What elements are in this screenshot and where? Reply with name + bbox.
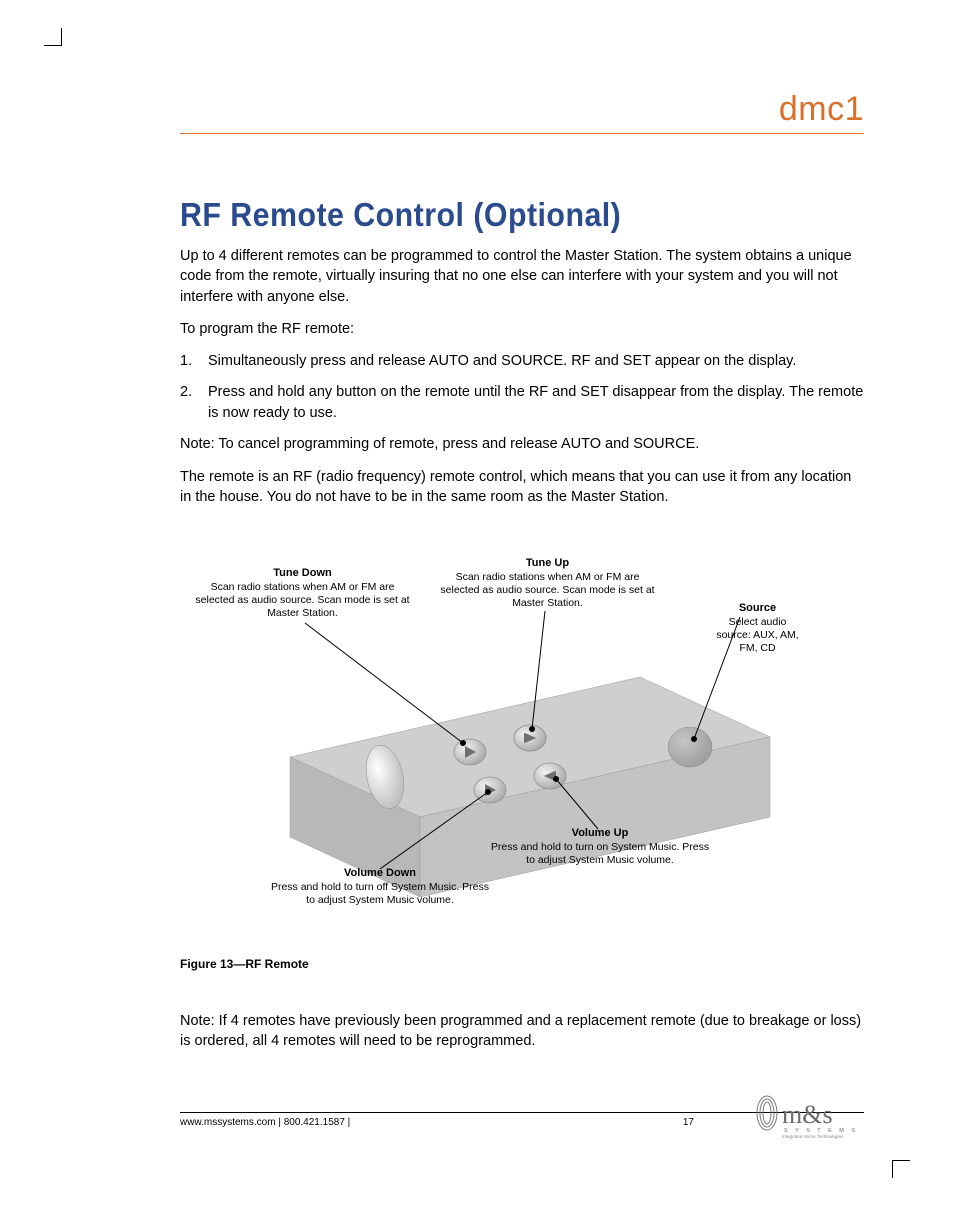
callout-source: Source Select audio source: AUX, AM, FM,… (710, 602, 805, 655)
steps-list: Simultaneously press and release AUTO an… (180, 351, 864, 424)
replace-note: Note: If 4 remotes have previously been … (180, 1011, 864, 1052)
logo-text: m&s (782, 1100, 833, 1129)
callout-volume-down: Volume Down Press and hold to turn off S… (270, 867, 490, 907)
callout-title: Tune Up (435, 557, 660, 571)
callout-title: Tune Down (190, 567, 415, 581)
step-item: Press and hold any button on the remote … (180, 382, 864, 424)
callout-body: Select audio source: AUX, AM, FM, CD (716, 616, 798, 654)
callout-tune-down: Tune Down Scan radio stations when AM or… (190, 567, 415, 620)
svg-text:Integrated Home Technologies: Integrated Home Technologies (782, 1134, 844, 1139)
callout-body: Press and hold to turn on System Music. … (491, 841, 709, 866)
callout-body: Scan radio stations when AM or FM are se… (440, 571, 654, 609)
footer-left: www.mssystems.com | 800.421.1587 | (180, 1117, 350, 1128)
crop-mark-tl (44, 28, 62, 46)
ms-systems-logo: m&s S Y S T E M S Integrated Home Techno… (754, 1095, 864, 1144)
callout-title: Source (710, 602, 805, 616)
callout-body: Scan radio stations when AM or FM are se… (195, 581, 409, 619)
callout-tune-up: Tune Up Scan radio stations when AM or F… (435, 557, 660, 610)
brand-header: dmc1 (180, 90, 864, 134)
crop-mark-br (892, 1160, 910, 1178)
callout-title: Volume Down (270, 867, 490, 881)
figure-rf-remote: Tune Down Scan radio stations when AM or… (180, 557, 864, 947)
rf-explain: The remote is an RF (radio frequency) re… (180, 467, 864, 508)
callout-body: Press and hold to turn off System Music.… (271, 881, 489, 906)
page-number: 17 (683, 1117, 694, 1128)
intro-paragraph: Up to 4 different remotes can be program… (180, 246, 864, 307)
program-lead: To program the RF remote: (180, 319, 864, 339)
step-item: Simultaneously press and release AUTO an… (180, 351, 864, 372)
cancel-note: Note: To cancel programming of remote, p… (180, 434, 864, 454)
figure-caption: Figure 13—RF Remote (180, 957, 864, 971)
section-title: RF Remote Control (Optional) (180, 196, 809, 234)
callout-volume-up: Volume Up Press and hold to turn on Syst… (490, 827, 710, 867)
callout-title: Volume Up (490, 827, 710, 841)
page-content: dmc1 RF Remote Control (Optional) Up to … (180, 90, 864, 1136)
